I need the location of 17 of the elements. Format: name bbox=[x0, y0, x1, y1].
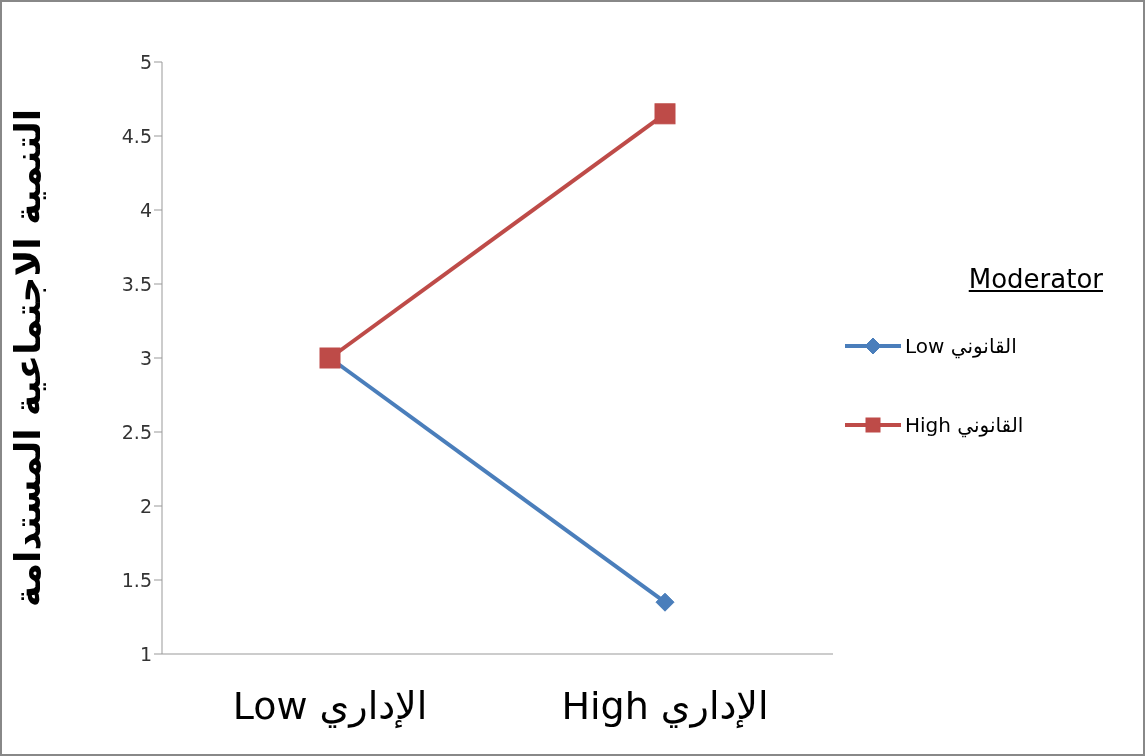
point bbox=[655, 592, 675, 612]
y-tick-label: 2.5 bbox=[121, 420, 152, 443]
legend-title: Moderator bbox=[967, 264, 1104, 294]
y-tick-label: 1.5 bbox=[121, 568, 152, 591]
x-tick-label: High الإداري bbox=[561, 683, 769, 729]
y-tick-label: 3.5 bbox=[121, 272, 152, 295]
legend-label: High القانوني bbox=[905, 413, 1024, 437]
y-axis-title: التنمية الاجتماعية المستدامة bbox=[6, 108, 48, 608]
point bbox=[654, 103, 676, 125]
y-tick-label: 4 bbox=[139, 198, 152, 221]
legend-label: Low القانوني bbox=[905, 334, 1017, 358]
x-tick-label: Low الإداري bbox=[232, 683, 428, 729]
y-tick-label: 4.5 bbox=[121, 124, 152, 147]
y-tick-label: 1 bbox=[139, 642, 152, 665]
y-tick-label: 3 bbox=[139, 346, 152, 369]
y-tick-label: 2 bbox=[139, 494, 152, 517]
y-tick-label: 5 bbox=[139, 50, 152, 73]
